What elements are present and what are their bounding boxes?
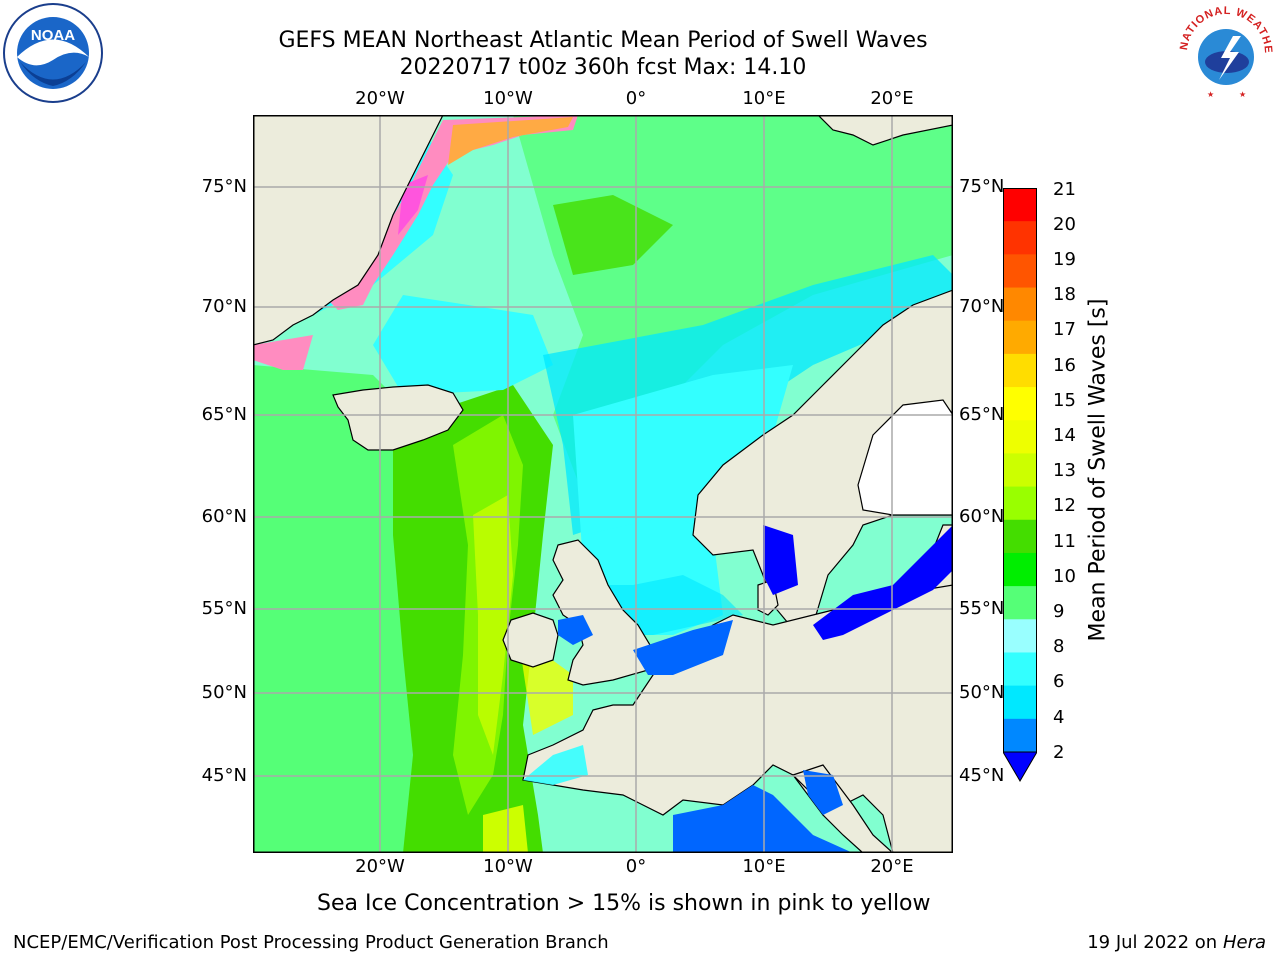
colorbar-segment [1003, 254, 1037, 289]
colorbar-segment [1003, 586, 1037, 620]
lat-label-right: 55°N [959, 598, 1005, 619]
lon-label-top: 0° [625, 88, 647, 109]
lat-label-left: 70°N [201, 296, 247, 317]
lat-label-right: 70°N [959, 296, 1005, 317]
enclosed-seas [558, 525, 953, 853]
lat-label-left: 50°N [201, 682, 247, 703]
lon-label-bottom: 10°W [483, 856, 533, 877]
chart-subtitle: 20220717 t00z 360h fcst Max: 14.10 [399, 55, 807, 80]
sea-ice-note: Sea Ice Concentration > 15% is shown in … [317, 891, 931, 916]
colorbar-tick-label: 11 [1053, 531, 1076, 552]
land [253, 115, 953, 853]
colorbar-segment [1003, 353, 1037, 388]
lat-label-right: 65°N [959, 404, 1005, 425]
colorbar-segment [1003, 552, 1037, 587]
svg-text:★: ★ [1239, 90, 1246, 99]
colorbar-tick-label: 2 [1053, 742, 1065, 763]
map-frame [253, 115, 953, 853]
footer-date: 19 Jul 2022 on Hera [1087, 932, 1266, 954]
nws-logo: NATIONAL WEATHER SERVICE ★ ★ [1175, 2, 1275, 102]
svg-text:★: ★ [1207, 90, 1214, 99]
colorbar-tick-label: 10 [1053, 566, 1076, 587]
footer-credit: NCEP/EMC/Verification Post Processing Pr… [13, 932, 609, 953]
colorbar-tick-label: 12 [1053, 495, 1076, 516]
colorbar-segment [1003, 519, 1037, 554]
lon-label-bottom: 20°W [355, 856, 405, 877]
lon-label-bottom: 10°E [742, 856, 786, 877]
colorbar-segment [1003, 685, 1037, 720]
map-panel [253, 115, 953, 853]
colorbar-segment [1003, 188, 1037, 222]
colorbar-tick-label: 14 [1053, 425, 1076, 446]
colorbar-tick-label: 9 [1053, 601, 1065, 622]
graticule [253, 115, 953, 853]
lat-label-left: 65°N [201, 404, 247, 425]
noaa-logo: NOAA [3, 3, 103, 103]
colorbar-segment [1003, 619, 1037, 653]
colorbar-tick-label: 20 [1053, 214, 1076, 235]
colorbar-segment [1003, 320, 1037, 355]
colorbar-tick-label: 15 [1053, 390, 1076, 411]
colorbar-tick-label: 13 [1053, 460, 1076, 481]
footer-date-text: 19 Jul 2022 on [1087, 932, 1223, 953]
footer-host: Hera [1222, 932, 1266, 953]
colorbar-segment [1003, 652, 1037, 687]
colorbar-tick-label: 18 [1053, 284, 1076, 305]
colorbar-segment [1003, 387, 1037, 421]
colorbar [1003, 188, 1037, 782]
colorbar-extend-min [1003, 751, 1037, 782]
colorbar-tick-label: 6 [1053, 671, 1065, 692]
svg-text:NOAA: NOAA [31, 27, 75, 44]
colorbar-segment [1003, 287, 1037, 322]
lon-label-bottom: 20°E [870, 856, 914, 877]
colorbar-frame [1003, 188, 1037, 753]
lon-label-bottom: 0° [625, 856, 647, 877]
lat-label-right: 60°N [959, 506, 1005, 527]
lat-label-right: 50°N [959, 682, 1005, 703]
lon-label-top: 20°E [870, 88, 914, 109]
colorbar-title: Mean Period of Swell Waves [s] [1085, 298, 1111, 642]
lon-label-top: 10°W [483, 88, 533, 109]
colorbar-segment [1003, 420, 1037, 454]
colorbar-segment [1003, 718, 1037, 753]
colorbar-segment [1003, 453, 1037, 488]
lat-label-left: 55°N [201, 598, 247, 619]
lon-label-top: 20°W [355, 88, 405, 109]
colorbar-tick-label: 16 [1053, 355, 1076, 376]
lat-label-right: 75°N [959, 176, 1005, 197]
colorbar-tick-label: 8 [1053, 636, 1065, 657]
chart-title: GEFS MEAN Northeast Atlantic Mean Period… [278, 28, 928, 53]
colorbar-tick-label: 19 [1053, 249, 1076, 270]
lat-label-left: 75°N [201, 176, 247, 197]
colorbar-tick-label: 4 [1053, 707, 1065, 728]
lat-label-left: 60°N [201, 506, 247, 527]
colorbar-tick-label: 21 [1053, 179, 1076, 200]
lon-label-top: 10°E [742, 88, 786, 109]
colorbar-tick-label: 17 [1053, 319, 1076, 340]
colorbar-segment [1003, 221, 1037, 255]
lat-label-right: 45°N [959, 765, 1005, 786]
lat-label-left: 45°N [201, 765, 247, 786]
colorbar-segment [1003, 486, 1037, 521]
